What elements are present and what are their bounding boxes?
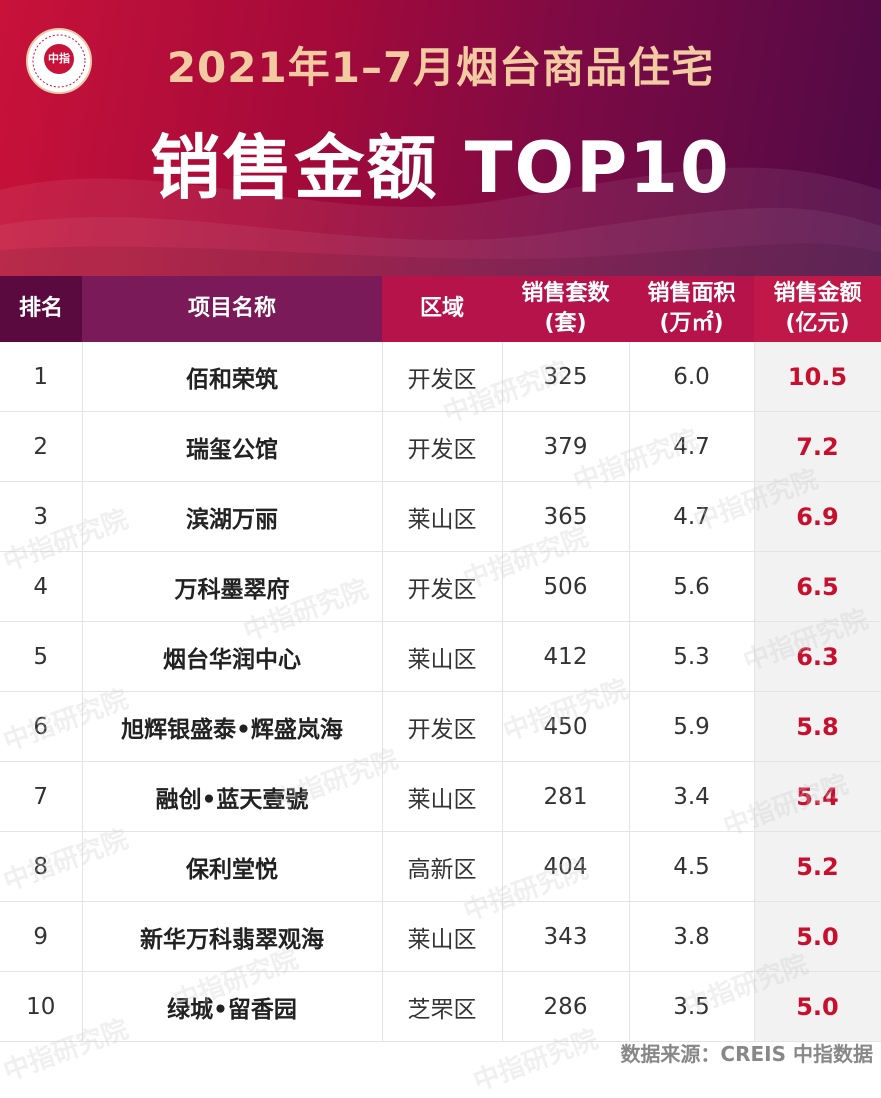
china-index-academy-logo: 中指 — [26, 28, 92, 94]
ranking-table: 排名 项目名称 区域 销售套数 (套) 销售面积 (万㎡) 销售金额 (亿元) 1 佰和荣筑 开发区… — [0, 276, 881, 1042]
table-row: 5 烟台华润中心 莱山区 412 5.3 6.3 — [0, 621, 881, 692]
cell-district: 开发区 — [382, 691, 503, 762]
cell-district: 开发区 — [382, 342, 503, 412]
cell-area: 3.5 — [629, 971, 755, 1042]
cell-district: 高新区 — [382, 831, 503, 902]
column-header: 排名 — [0, 276, 82, 342]
table-row: 3 滨湖万丽 莱山区 365 4.7 6.9 — [0, 481, 881, 552]
cell-rank: 2 — [0, 411, 83, 482]
cell-district: 开发区 — [382, 551, 503, 622]
cell-units: 379 — [502, 411, 630, 482]
table-row: 2 瑞玺公馆 开发区 379 4.7 7.2 — [0, 411, 881, 482]
cell-units: 281 — [502, 761, 630, 832]
cell-units: 325 — [502, 342, 630, 412]
cell-area: 5.6 — [629, 551, 755, 622]
cell-amount: 6.5 — [754, 551, 881, 622]
cell-district: 莱山区 — [382, 481, 503, 552]
table-header-row: 排名 项目名称 区域 销售套数 (套) 销售面积 (万㎡) 销售金额 (亿元) — [0, 276, 881, 342]
cell-rank: 7 — [0, 761, 83, 832]
cell-district: 开发区 — [382, 411, 503, 482]
cell-units: 286 — [502, 971, 630, 1042]
cell-area: 5.9 — [629, 691, 755, 762]
cell-area: 4.5 — [629, 831, 755, 902]
cell-rank: 5 — [0, 621, 83, 692]
cell-name: 绿城•留香园 — [82, 971, 383, 1042]
cell-name: 瑞玺公馆 — [82, 411, 383, 482]
cell-units: 450 — [502, 691, 630, 762]
header-banner: 中指 2021年1–7月烟台商品住宅 销售金额 TOP10 — [0, 0, 881, 276]
cell-units: 404 — [502, 831, 630, 902]
column-header: 销售套数 (套) — [502, 276, 629, 342]
table-row: 1 佰和荣筑 开发区 325 6.0 10.5 — [0, 342, 881, 412]
title-line-1: 2021年1–7月烟台商品住宅 — [166, 43, 715, 92]
cell-amount: 7.2 — [754, 411, 881, 482]
cell-area: 5.3 — [629, 621, 755, 692]
table-row: 8 保利堂悦 高新区 404 4.5 5.2 — [0, 831, 881, 902]
cell-amount: 6.9 — [754, 481, 881, 552]
cell-amount: 10.5 — [754, 342, 881, 412]
cell-amount: 5.4 — [754, 761, 881, 832]
column-header: 区域 — [382, 276, 502, 342]
table-row: 9 新华万科翡翠观海 莱山区 343 3.8 5.0 — [0, 901, 881, 972]
cell-area: 3.4 — [629, 761, 755, 832]
cell-rank: 1 — [0, 342, 83, 412]
cell-units: 506 — [502, 551, 630, 622]
title-line-2: 销售金额 TOP10 — [150, 127, 731, 209]
cell-units: 412 — [502, 621, 630, 692]
data-source-note: 数据来源：CREIS 中指数据 — [620, 1042, 873, 1066]
cell-units: 365 — [502, 481, 630, 552]
cell-rank: 6 — [0, 691, 83, 762]
cell-rank: 4 — [0, 551, 83, 622]
cell-name: 烟台华润中心 — [82, 621, 383, 692]
table-row: 10 绿城•留香园 芝罘区 286 3.5 5.0 — [0, 971, 881, 1042]
column-header: 销售面积 (万㎡) — [629, 276, 754, 342]
cell-name: 新华万科翡翠观海 — [82, 901, 383, 972]
table-row: 7 融创•蓝天壹號 莱山区 281 3.4 5.4 — [0, 761, 881, 832]
cell-amount: 5.8 — [754, 691, 881, 762]
cell-district: 莱山区 — [382, 901, 503, 972]
cell-name: 旭辉银盛泰•辉盛岚海 — [82, 691, 383, 762]
cell-rank: 8 — [0, 831, 83, 902]
cell-amount: 5.0 — [754, 901, 881, 972]
cell-name: 保利堂悦 — [82, 831, 383, 902]
cell-name: 滨湖万丽 — [82, 481, 383, 552]
cell-district: 莱山区 — [382, 761, 503, 832]
cell-district: 芝罘区 — [382, 971, 503, 1042]
table-row: 4 万科墨翠府 开发区 506 5.6 6.5 — [0, 551, 881, 622]
table-row: 6 旭辉银盛泰•辉盛岚海 开发区 450 5.9 5.8 — [0, 691, 881, 762]
banner-waves — [0, 167, 881, 276]
cell-amount: 5.0 — [754, 971, 881, 1042]
cell-units: 343 — [502, 901, 630, 972]
cell-rank: 10 — [0, 971, 83, 1042]
cell-amount: 5.2 — [754, 831, 881, 902]
cell-name: 佰和荣筑 — [82, 342, 383, 412]
cell-amount: 6.3 — [754, 621, 881, 692]
cell-area: 4.7 — [629, 411, 755, 482]
cell-name: 融创•蓝天壹號 — [82, 761, 383, 832]
cell-area: 3.8 — [629, 901, 755, 972]
cell-area: 4.7 — [629, 481, 755, 552]
column-header: 销售金额 (亿元) — [754, 276, 881, 342]
column-header: 项目名称 — [82, 276, 382, 342]
cell-rank: 9 — [0, 901, 83, 972]
cell-area: 6.0 — [629, 342, 755, 412]
cell-name: 万科墨翠府 — [82, 551, 383, 622]
cell-rank: 3 — [0, 481, 83, 552]
cell-district: 莱山区 — [382, 621, 503, 692]
